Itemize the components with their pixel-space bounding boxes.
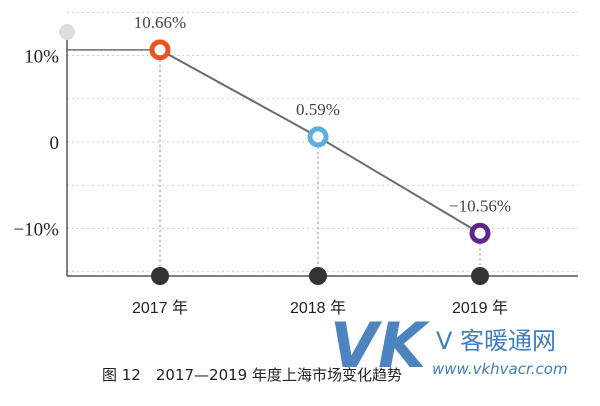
watermark-logo: VK (330, 309, 430, 382)
y-tick-label: 0 (50, 133, 60, 154)
data-markers (149, 39, 491, 285)
data-point (149, 39, 171, 61)
y-tick-labels: 10% 0 −10% (13, 47, 59, 241)
y-tick-label: 10% (24, 47, 59, 68)
watermark-url: www.vkhvacr.com (432, 360, 568, 378)
figure-caption: 图 12 2017—2019 年度上海市场变化趋势 (102, 366, 402, 384)
x-axis-dot (151, 267, 169, 285)
data-point (307, 126, 329, 148)
y-tick-label: −10% (13, 219, 59, 240)
data-label: −10.56% (449, 196, 511, 215)
watermark-name: V 客暖通网 (436, 327, 556, 355)
guide-lines (159, 59, 481, 276)
data-point (469, 222, 491, 244)
data-label: 0.59% (296, 100, 340, 119)
x-tick-label: 2019 年 (452, 299, 508, 317)
data-label: 10.66% (134, 13, 186, 32)
watermark: VK V 客暖通网 www.vkhvacr.com (330, 309, 568, 382)
x-tick-label: 2018 年 (290, 299, 346, 317)
y-axis-cap (59, 24, 75, 40)
x-axis-dot (471, 267, 489, 285)
x-tick-labels: 2017 年 2018 年 2019 年 (132, 299, 508, 317)
x-axis-dot (309, 267, 327, 285)
data-labels: 10.66% 0.59% −10.56% (134, 13, 511, 215)
x-tick-label: 2017 年 (132, 299, 188, 317)
